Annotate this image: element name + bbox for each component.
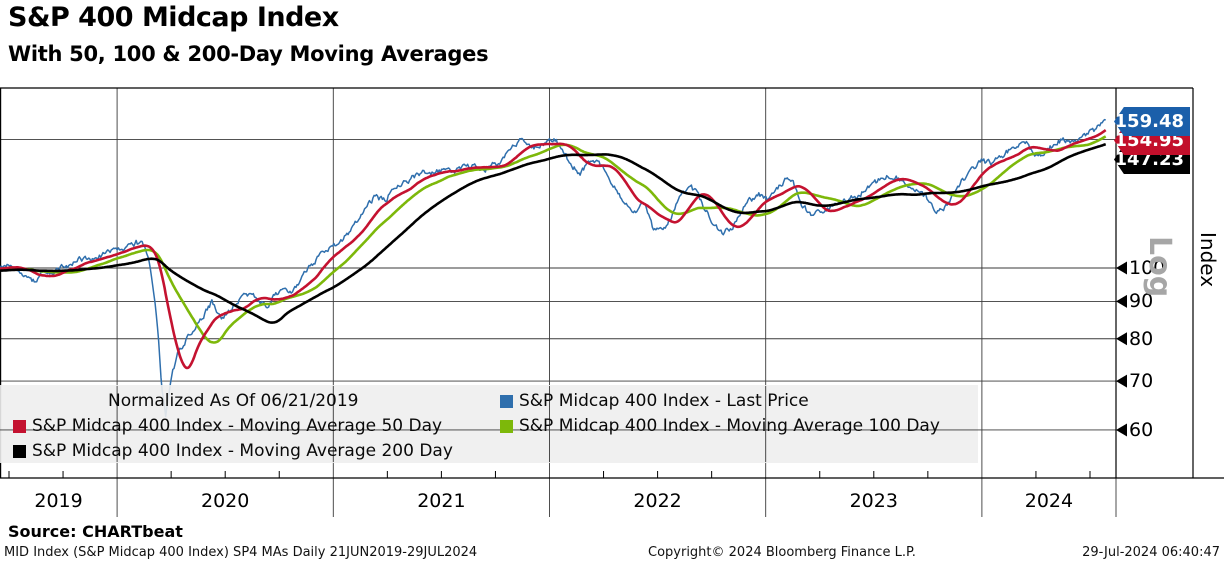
legend-item-label: S&P Midcap 400 Index - Moving Average 50… xyxy=(32,416,443,436)
x-axis-year-label: 2024 xyxy=(1024,490,1074,512)
footer-security-meta: MID Index (S&P Midcap 400 Index) SP4 MAs… xyxy=(4,545,478,560)
x-axis-year-label: 2020 xyxy=(201,490,250,512)
footer-source: Source: CHARTbeat xyxy=(8,522,183,541)
y-axis-tick-label: 100 xyxy=(1129,257,1166,279)
legend-item-label: S&P Midcap 400 Index - Moving Average 20… xyxy=(32,441,453,461)
series-last-price xyxy=(0,118,1106,418)
legend-item-label: S&P Midcap 400 Index - Last Price xyxy=(519,391,809,411)
series-s-p-midcap-400-index-moving-average-200-day xyxy=(0,142,1107,324)
y-axis-tick-arrow-icon xyxy=(1116,332,1127,346)
y-axis-tick-arrow-icon xyxy=(1116,374,1127,388)
legend-item-last-price[interactable]: S&P Midcap 400 Index - Last Price xyxy=(500,389,809,413)
legend-item-ma-100-day[interactable]: S&P Midcap 400 Index - Moving Average 10… xyxy=(500,414,940,438)
chart-title: S&P 400 Midcap Index xyxy=(8,2,339,33)
legend-swatch-icon xyxy=(500,419,513,433)
x-axis-year-label: 2023 xyxy=(849,490,898,512)
chart-subtitle: With 50, 100 & 200-Day Moving Averages xyxy=(8,42,489,66)
y-axis-title: Index xyxy=(1196,232,1220,288)
x-axis-year-label: 2019 xyxy=(34,490,83,512)
y-axis-tick-label: 90 xyxy=(1129,290,1154,313)
y-axis-tick-label: 60 xyxy=(1129,418,1154,441)
legend-item-ma-50-day[interactable]: S&P Midcap 400 Index - Moving Average 50… xyxy=(13,414,442,438)
last-price-price-flag: 159.48 xyxy=(1114,107,1190,136)
y-axis-tick-arrow-icon xyxy=(1116,294,1127,308)
footer-copyright: Copyright© 2024 Bloomberg Finance L.P. xyxy=(648,545,916,560)
series-s-p-midcap-400-index-moving-average-100-day xyxy=(0,135,1107,344)
series-s-p-midcap-400-index-moving-average-50-day xyxy=(0,129,1107,370)
x-axis-year-label: 2021 xyxy=(417,490,466,512)
legend-background xyxy=(0,385,978,463)
y-axis-tick-label: 80 xyxy=(1129,327,1154,350)
y-axis-tick-arrow-icon xyxy=(1116,423,1127,437)
footer-timestamp: 29-Jul-2024 06:40:47 xyxy=(1082,545,1220,560)
legend-swatch-icon xyxy=(500,394,513,408)
legend-item-label: S&P Midcap 400 Index - Moving Average 10… xyxy=(519,416,940,436)
legend-swatch-icon xyxy=(13,419,26,433)
legend-item-ma-200-day[interactable]: S&P Midcap 400 Index - Moving Average 20… xyxy=(13,439,453,463)
legend-normalized-note: Normalized As Of 06/21/2019 xyxy=(108,391,359,411)
y-axis-tick-label: 70 xyxy=(1129,370,1154,393)
log-scale-label: Log xyxy=(1142,236,1177,298)
legend-swatch-icon xyxy=(13,444,26,458)
x-axis-year-label: 2022 xyxy=(633,490,682,512)
y-axis-tick-arrow-icon xyxy=(1116,261,1127,275)
